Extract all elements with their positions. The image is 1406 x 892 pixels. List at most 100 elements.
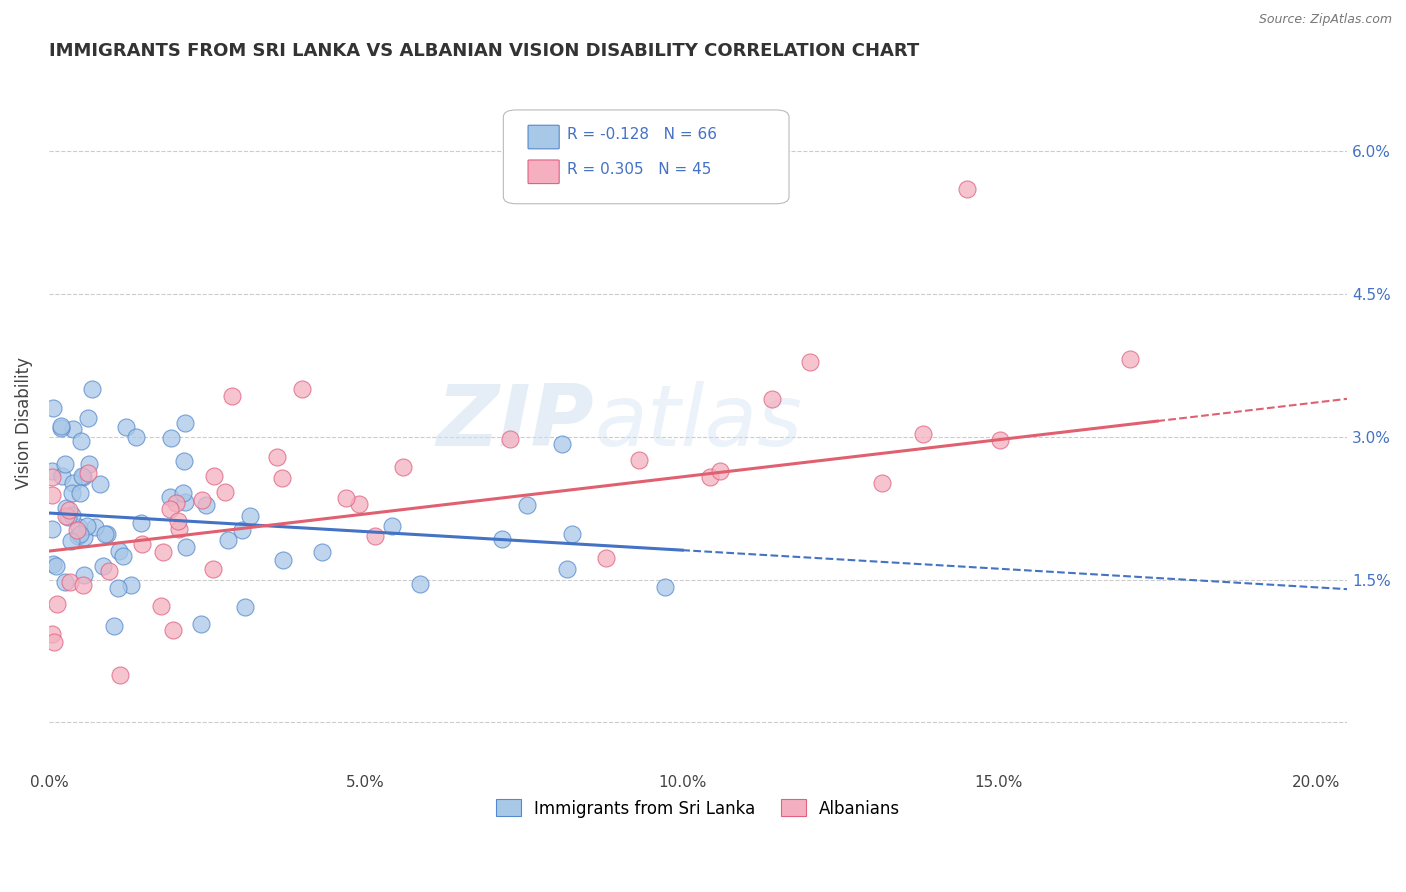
Point — [55, 500, 77, 515]
Point — [97, 565, 120, 579]
Point — [349, 497, 371, 511]
Point — [202, 468, 225, 483]
Point — [169, 522, 191, 536]
Point — [70, 434, 93, 448]
Text: IMMIGRANTS FROM SRI LANKA VS ALBANIAN VISION DISABILITY CORRELATION CHART: IMMIGRANTS FROM SRI LANKA VS ALBANIAN VI… — [49, 42, 920, 60]
Point — [392, 460, 415, 475]
Text: R = -0.128   N = 66: R = -0.128 N = 66 — [567, 128, 717, 143]
Point — [72, 470, 94, 484]
Point — [60, 508, 83, 522]
Point — [699, 470, 721, 484]
Point — [239, 509, 262, 524]
Point — [190, 616, 212, 631]
Point — [80, 382, 103, 396]
Point — [121, 578, 143, 592]
Point — [77, 411, 100, 425]
Point — [66, 523, 89, 537]
Point — [491, 532, 513, 546]
Point — [73, 568, 96, 582]
Text: R = 0.305   N = 45: R = 0.305 N = 45 — [567, 162, 711, 178]
Point — [956, 182, 979, 196]
Point — [214, 485, 236, 500]
Point — [194, 498, 217, 512]
Point — [273, 552, 295, 566]
Point — [76, 519, 98, 533]
Point — [1119, 351, 1142, 366]
Point — [499, 433, 522, 447]
Point — [53, 575, 76, 590]
Point — [58, 503, 80, 517]
Point — [58, 574, 80, 589]
Point — [159, 490, 181, 504]
Point — [70, 469, 93, 483]
Y-axis label: Vision Disability: Vision Disability — [15, 357, 32, 489]
Point — [159, 502, 181, 516]
Point — [76, 466, 98, 480]
Point — [55, 508, 77, 523]
Point — [129, 516, 152, 530]
Point — [235, 600, 257, 615]
Point — [108, 668, 131, 682]
Point — [69, 520, 91, 534]
Point — [72, 578, 94, 592]
Point — [42, 401, 65, 416]
Point — [42, 635, 65, 649]
Point — [165, 496, 187, 510]
Point — [201, 562, 224, 576]
Point — [84, 520, 107, 534]
FancyBboxPatch shape — [529, 125, 560, 149]
Point — [654, 580, 676, 594]
Point — [551, 437, 574, 451]
Point — [221, 389, 243, 403]
Point — [335, 491, 357, 506]
Point — [107, 581, 129, 595]
Point — [291, 382, 314, 396]
Point — [131, 537, 153, 551]
Point — [41, 627, 63, 641]
Point — [60, 534, 83, 549]
Point — [51, 469, 73, 483]
FancyBboxPatch shape — [529, 160, 560, 184]
Point — [53, 458, 76, 472]
Point — [89, 476, 111, 491]
Point — [49, 419, 72, 434]
Point — [45, 559, 67, 574]
Text: atlas: atlas — [595, 381, 803, 464]
Point — [112, 549, 135, 563]
Point — [42, 557, 65, 571]
Point — [69, 527, 91, 541]
Point — [174, 541, 197, 555]
Point — [270, 471, 292, 485]
Point — [709, 464, 731, 478]
Point — [41, 522, 63, 536]
Point — [94, 526, 117, 541]
FancyBboxPatch shape — [503, 110, 789, 203]
Point — [381, 519, 404, 533]
Point — [41, 470, 63, 484]
Point — [627, 453, 650, 467]
Text: ZIP: ZIP — [437, 381, 595, 464]
Point — [150, 599, 173, 613]
Point — [56, 510, 79, 524]
Point — [231, 524, 253, 538]
Point — [217, 533, 239, 548]
Point — [761, 392, 783, 406]
Point — [152, 545, 174, 559]
Point — [49, 421, 72, 435]
Point — [62, 476, 84, 491]
Point — [125, 430, 148, 444]
Text: Source: ZipAtlas.com: Source: ZipAtlas.com — [1258, 13, 1392, 27]
Point — [174, 416, 197, 430]
Point — [166, 514, 188, 528]
Point — [73, 530, 96, 544]
Legend: Immigrants from Sri Lanka, Albanians: Immigrants from Sri Lanka, Albanians — [489, 793, 907, 824]
Point — [103, 619, 125, 633]
Point — [69, 485, 91, 500]
Point — [108, 544, 131, 558]
Point — [162, 624, 184, 638]
Point — [561, 527, 583, 541]
Point — [912, 427, 935, 442]
Point — [96, 526, 118, 541]
Point — [173, 454, 195, 468]
Point — [266, 450, 288, 464]
